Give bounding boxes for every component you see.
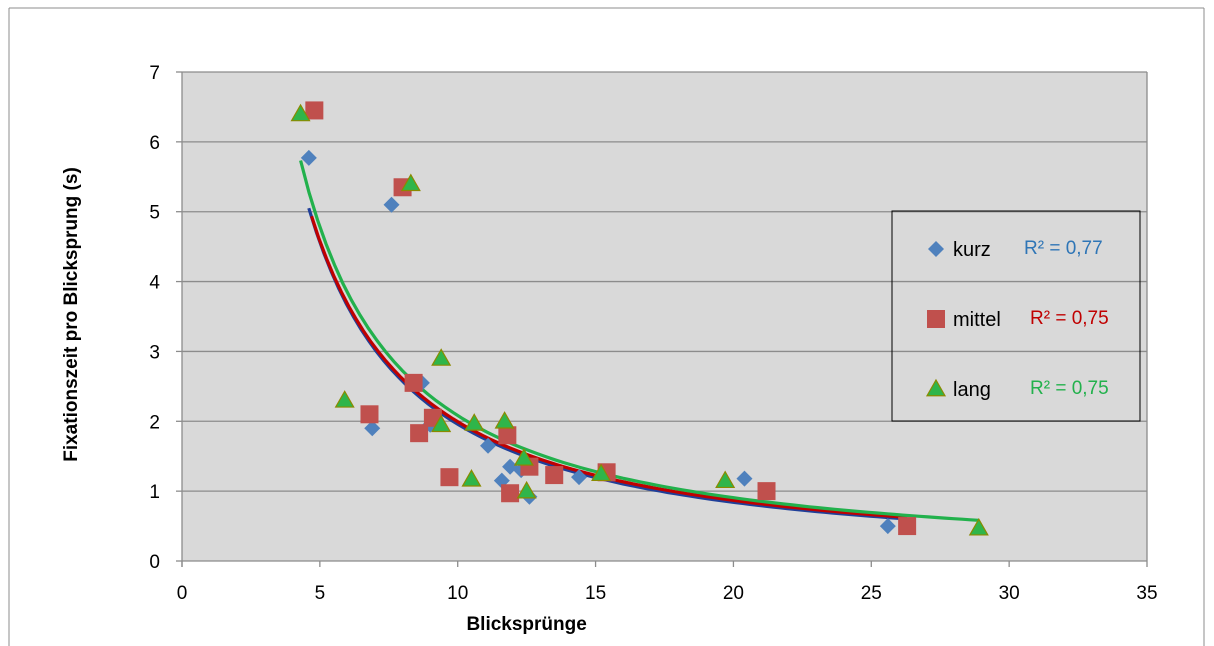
data-point-kurz [364,420,381,437]
data-point-lang [464,413,485,431]
y-tick-label: 7 [149,63,160,84]
legend-marker-kurz [928,241,944,257]
data-point-mittel [440,468,459,487]
data-point-kurz [300,149,317,166]
data-point-kurz [571,469,588,486]
x-tick-label: 0 [177,583,188,604]
data-point-mittel [501,484,520,503]
data-point-kurz [736,470,753,487]
data-point-mittel [498,426,517,445]
data-point-mittel [545,466,564,485]
data-point-mittel [757,482,776,501]
legend-box [891,210,1141,422]
data-point-mittel [305,101,324,120]
x-tick-label: 25 [861,583,882,604]
data-point-lang [494,411,515,429]
x-tick-label: 30 [999,583,1020,604]
data-point-lang [400,173,421,192]
y-axis-ticks: 0 1 2 3 4 5 6 7 [149,63,182,573]
data-points [290,101,989,536]
legend-label-kurz: kurz [953,239,991,261]
legend-marker-lang [925,378,947,397]
y-tick-label: 6 [149,133,160,154]
data-point-lang [334,390,355,408]
x-tick-label: 5 [315,583,326,604]
data-point-mittel [898,517,917,536]
x-axis-title: Blicksprünge [466,614,586,635]
data-point-lang [968,517,989,536]
x-axis-ticks: 0 5 10 15 20 25 30 35 [177,561,1158,604]
data-point-lang [290,103,311,122]
y-tick-label: 4 [149,273,160,294]
x-tick-label: 15 [585,583,606,604]
data-point-lang [516,480,537,499]
data-point-mittel [410,424,429,443]
data-point-kurz [879,518,896,535]
data-point-mittel [404,373,423,392]
y-tick-label: 0 [149,552,160,573]
x-tick-label: 10 [447,583,468,604]
data-point-kurz [383,196,400,213]
data-point-lang [715,470,736,489]
r2-label-lang: R² = 0,75 [1030,378,1109,399]
data-point-lang [431,348,452,366]
data-point-lang [461,469,482,487]
legend: kurz R² = 0,77 mittel R² = 0,75 lang R² = 0,7… [891,210,1141,422]
r2-label-mittel: R² = 0,75 [1030,308,1109,329]
legend-label-mittel: mittel [953,309,1001,331]
r2-label-kurz: R² = 0,77 [1024,238,1103,259]
y-tick-label: 3 [149,342,160,363]
data-point-lang [591,463,612,482]
x-tick-label: 35 [1136,583,1157,604]
y-tick-label: 2 [149,412,160,433]
y-tick-label: 5 [149,203,160,224]
plot-area [182,72,1147,561]
data-point-kurz [480,437,497,454]
legend-marker-mittel [927,310,945,328]
data-point-lang [431,414,452,433]
y-tick-label: 1 [149,482,160,503]
y-axis-title: Fixationszeit pro Blicksprung (s) [61,167,82,462]
data-point-lang [513,448,534,466]
legend-label-lang: lang [953,379,991,401]
x-tick-label: 20 [723,583,744,604]
data-point-mittel [360,405,379,424]
